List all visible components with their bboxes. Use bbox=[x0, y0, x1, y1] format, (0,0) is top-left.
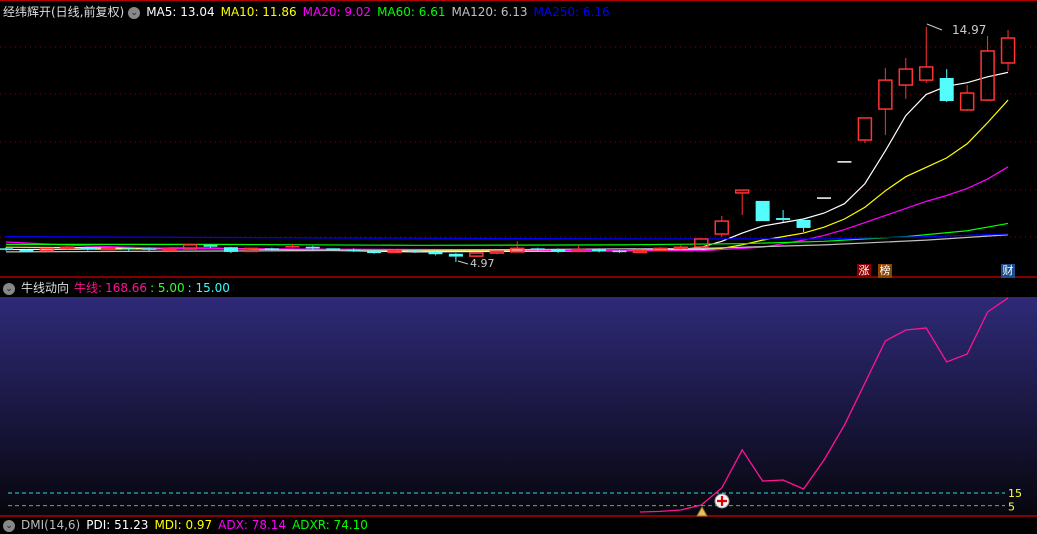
indicator-level-15: : 15.00 bbox=[187, 281, 230, 295]
candle-body bbox=[244, 247, 259, 253]
candle-body bbox=[121, 248, 136, 250]
candle-body bbox=[264, 248, 279, 251]
dmi-label: ADXR: 74.10 bbox=[292, 518, 368, 532]
main-header: 经纬辉开(日线,前复权) ⌄ MA5: 13.04 MA10: 11.86 MA20: … bbox=[3, 3, 622, 21]
candle-body bbox=[182, 244, 198, 250]
money-bag-icon bbox=[696, 505, 708, 517]
candle-body bbox=[878, 79, 893, 110]
indicator-header: ⌄ 牛线动向 牛线: 168.66: 5.00: 15.00 bbox=[3, 279, 236, 297]
candle-body bbox=[919, 66, 934, 81]
candle-body bbox=[489, 250, 505, 254]
chevron-down-icon[interactable]: ⌄ bbox=[3, 282, 15, 295]
candle-body bbox=[796, 219, 811, 228]
candle-body bbox=[857, 117, 873, 141]
candle-body bbox=[592, 249, 607, 252]
candle-body bbox=[346, 249, 361, 251]
arrow-icon bbox=[457, 260, 469, 265]
candle-body bbox=[223, 247, 238, 252]
ma-line bbox=[5, 234, 1009, 253]
candle-body bbox=[1000, 37, 1016, 64]
candle-body bbox=[162, 248, 177, 252]
candle-body bbox=[428, 251, 443, 255]
indicator-name: 牛线动向 bbox=[21, 281, 70, 295]
axis-label-15: 15 bbox=[1008, 487, 1022, 500]
candle-body bbox=[80, 247, 95, 250]
candle-body bbox=[530, 248, 545, 250]
dmi-header: ⌄ DMI(14,6) PDI: 51.23 MDI: 0.97 ADX: 78.14 A… bbox=[3, 516, 380, 534]
high-price-label: 14.97 bbox=[952, 23, 986, 37]
candle-body bbox=[510, 247, 525, 253]
candle-body bbox=[632, 249, 648, 254]
tag-cai[interactable]: 财 bbox=[1001, 264, 1015, 278]
candle-body bbox=[367, 250, 382, 254]
chevron-down-icon[interactable]: ⌄ bbox=[128, 6, 141, 19]
candle-body bbox=[939, 77, 954, 102]
ma-label: MA5: 13.04 bbox=[146, 5, 215, 19]
candle-body bbox=[898, 68, 914, 86]
candle-body bbox=[305, 246, 320, 249]
tag-zhang[interactable]: 涨 bbox=[857, 264, 871, 278]
candle-body bbox=[571, 248, 586, 253]
candle-body bbox=[448, 253, 463, 257]
indicator-level-5: : 5.00 bbox=[150, 281, 185, 295]
candle-body bbox=[19, 250, 34, 252]
ma-legend: MA5: 13.04 MA10: 11.86 MA20: 9.02 MA60: 6.6… bbox=[146, 5, 615, 19]
stock-title: 经纬辉开(日线,前复权) bbox=[3, 5, 125, 19]
dmi-label: PDI: 51.23 bbox=[86, 518, 149, 532]
candle-body bbox=[714, 220, 729, 235]
candle-body bbox=[734, 189, 750, 194]
ma-label: MA120: 6.13 bbox=[451, 5, 528, 19]
ma-label: MA20: 9.02 bbox=[302, 5, 372, 19]
candle-body bbox=[694, 238, 709, 248]
candle-body bbox=[776, 218, 791, 220]
ma-label: MA60: 6.61 bbox=[377, 5, 446, 19]
ma-line bbox=[5, 233, 1009, 240]
dmi-label: MDI: 0.97 bbox=[154, 518, 213, 532]
axis-label-5: 5 bbox=[1008, 501, 1015, 514]
candle-body bbox=[469, 252, 484, 257]
ma-label: MA250: 6.16 bbox=[533, 5, 610, 19]
candlestick-chart[interactable]: 14.97 4.97 155 bbox=[0, 0, 1037, 523]
indicator-panel bbox=[0, 297, 1037, 516]
candle-body bbox=[101, 247, 116, 251]
tag-bang[interactable]: 榜 bbox=[878, 264, 892, 278]
indicator-line-label: 牛线: bbox=[74, 281, 103, 295]
dmi-label: DMI(14,6) bbox=[21, 518, 81, 532]
candle-body bbox=[203, 244, 218, 247]
candle-body bbox=[39, 247, 55, 252]
bull-line bbox=[639, 297, 1009, 513]
candle-body bbox=[653, 247, 668, 252]
ma-label: MA10: 11.86 bbox=[220, 5, 297, 19]
candle-body bbox=[980, 50, 995, 101]
indicator-line-value: 168.66 bbox=[105, 281, 148, 295]
ma-line bbox=[6, 222, 1009, 246]
candle-body bbox=[673, 246, 689, 250]
dmi-label: ADX: 78.14 bbox=[218, 518, 287, 532]
candle-body bbox=[959, 92, 975, 111]
candle-body bbox=[387, 249, 402, 254]
chevron-down-icon[interactable]: ⌄ bbox=[3, 519, 15, 532]
candle-body bbox=[755, 200, 770, 222]
candle-body bbox=[408, 250, 422, 252]
candle-body bbox=[551, 249, 566, 252]
candle-body bbox=[60, 246, 75, 250]
plus-icon bbox=[717, 496, 727, 506]
arrow-icon bbox=[926, 23, 943, 31]
low-price-label: 4.97 bbox=[470, 257, 495, 270]
